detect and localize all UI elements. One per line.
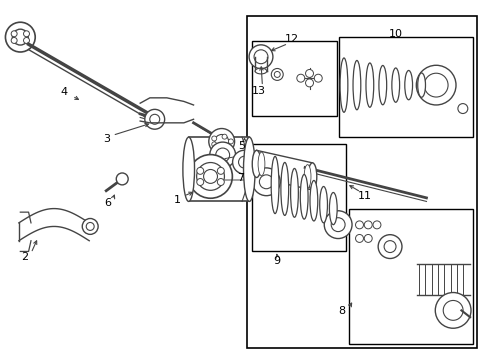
Circle shape bbox=[364, 234, 371, 242]
Circle shape bbox=[355, 234, 363, 242]
Text: 13: 13 bbox=[251, 86, 265, 96]
Circle shape bbox=[228, 139, 233, 144]
Circle shape bbox=[248, 45, 272, 69]
Circle shape bbox=[222, 134, 226, 139]
Ellipse shape bbox=[352, 60, 360, 110]
Ellipse shape bbox=[243, 137, 255, 202]
Circle shape bbox=[232, 150, 256, 174]
Circle shape bbox=[434, 293, 470, 328]
Circle shape bbox=[377, 235, 401, 258]
Circle shape bbox=[305, 79, 313, 87]
Circle shape bbox=[442, 301, 462, 320]
Circle shape bbox=[271, 68, 283, 80]
Circle shape bbox=[415, 65, 455, 105]
Circle shape bbox=[372, 221, 380, 229]
Text: 7: 7 bbox=[237, 173, 244, 183]
Circle shape bbox=[355, 221, 363, 229]
Circle shape bbox=[196, 162, 224, 190]
Ellipse shape bbox=[404, 71, 412, 100]
Circle shape bbox=[330, 218, 345, 231]
Bar bbox=[251, 41, 336, 116]
Circle shape bbox=[208, 129, 234, 154]
Circle shape bbox=[144, 109, 164, 129]
Ellipse shape bbox=[255, 68, 266, 74]
Ellipse shape bbox=[378, 66, 386, 105]
Ellipse shape bbox=[329, 193, 337, 225]
Circle shape bbox=[215, 148, 229, 162]
Bar bbox=[348, 208, 471, 344]
Ellipse shape bbox=[307, 163, 316, 190]
Ellipse shape bbox=[300, 175, 307, 219]
Circle shape bbox=[11, 37, 17, 44]
Ellipse shape bbox=[280, 162, 288, 215]
Circle shape bbox=[364, 221, 371, 229]
Ellipse shape bbox=[271, 157, 278, 213]
Circle shape bbox=[324, 211, 351, 239]
Text: 9: 9 bbox=[273, 256, 280, 266]
Circle shape bbox=[188, 154, 232, 198]
Circle shape bbox=[149, 114, 160, 124]
Circle shape bbox=[274, 72, 280, 77]
Circle shape bbox=[203, 170, 217, 183]
Circle shape bbox=[23, 31, 29, 37]
Ellipse shape bbox=[391, 68, 399, 102]
Ellipse shape bbox=[417, 73, 425, 97]
Ellipse shape bbox=[339, 58, 347, 112]
Circle shape bbox=[238, 156, 250, 168]
Circle shape bbox=[296, 74, 304, 82]
Text: 2: 2 bbox=[21, 252, 29, 262]
Text: 8: 8 bbox=[337, 306, 345, 316]
Circle shape bbox=[214, 135, 228, 148]
Circle shape bbox=[259, 175, 273, 189]
Ellipse shape bbox=[252, 150, 261, 177]
Circle shape bbox=[5, 22, 35, 52]
Circle shape bbox=[217, 179, 224, 185]
Text: 5: 5 bbox=[238, 141, 244, 151]
Circle shape bbox=[211, 142, 216, 147]
Circle shape bbox=[305, 69, 313, 77]
Circle shape bbox=[12, 29, 28, 45]
Text: 12: 12 bbox=[285, 34, 299, 44]
Circle shape bbox=[217, 167, 224, 174]
Bar bbox=[338, 37, 471, 137]
Circle shape bbox=[209, 142, 235, 168]
Circle shape bbox=[211, 136, 216, 141]
Text: 10: 10 bbox=[388, 29, 402, 39]
Ellipse shape bbox=[258, 152, 264, 176]
Text: 3: 3 bbox=[102, 134, 109, 144]
Ellipse shape bbox=[319, 186, 327, 223]
Circle shape bbox=[196, 179, 203, 185]
Text: 11: 11 bbox=[357, 191, 371, 201]
Ellipse shape bbox=[309, 180, 317, 221]
Bar bbox=[251, 144, 346, 251]
Ellipse shape bbox=[365, 63, 373, 107]
Text: 6: 6 bbox=[104, 198, 111, 208]
Text: 4: 4 bbox=[61, 87, 67, 98]
Bar bbox=[246, 16, 476, 348]
Circle shape bbox=[116, 173, 128, 185]
Circle shape bbox=[11, 31, 17, 37]
Circle shape bbox=[82, 219, 98, 234]
Bar bbox=[188, 137, 249, 202]
Ellipse shape bbox=[183, 137, 194, 202]
Circle shape bbox=[86, 222, 94, 230]
Circle shape bbox=[457, 104, 467, 113]
Circle shape bbox=[424, 73, 447, 97]
Circle shape bbox=[254, 50, 267, 64]
Ellipse shape bbox=[304, 165, 310, 188]
Circle shape bbox=[384, 240, 395, 252]
Circle shape bbox=[23, 37, 29, 44]
Circle shape bbox=[314, 74, 322, 82]
Ellipse shape bbox=[290, 168, 298, 217]
Text: 1: 1 bbox=[174, 195, 181, 204]
Circle shape bbox=[252, 168, 280, 196]
Circle shape bbox=[222, 144, 226, 149]
Circle shape bbox=[196, 167, 203, 174]
